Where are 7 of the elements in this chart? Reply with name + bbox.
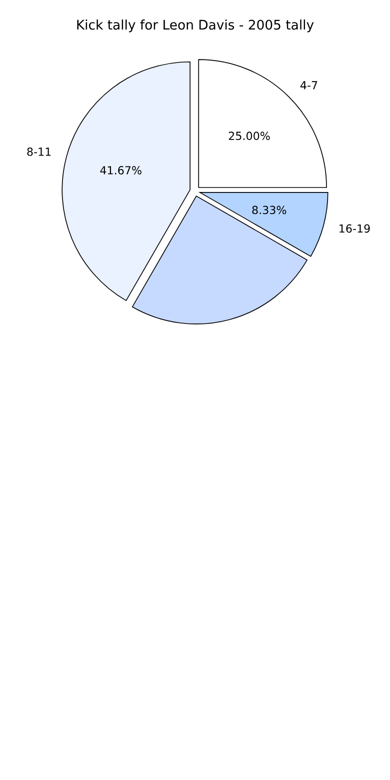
slice-label: 8-11 — [27, 148, 51, 156]
chart-title: Kick tally for Leon Davis - 2005 tally — [77, 20, 314, 32]
data-label: 8.33% — [252, 206, 286, 214]
slice-label: 4-7 — [300, 81, 318, 90]
slice-label: 16-19 — [340, 224, 370, 233]
data-label: 25.00% — [228, 132, 270, 140]
data-label: 41.67% — [100, 166, 142, 174]
